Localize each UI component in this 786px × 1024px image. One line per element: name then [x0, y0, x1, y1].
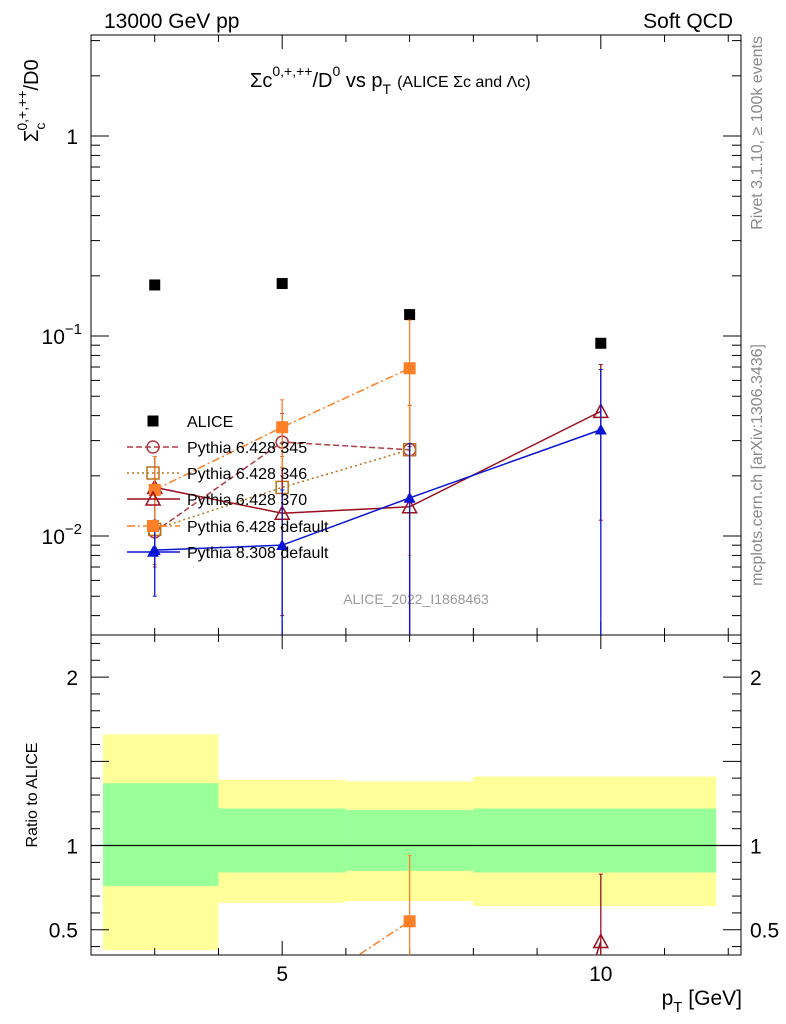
legend-entry-p370: Pythia 6.428 370	[127, 490, 307, 509]
y-tick-label: 10−1	[42, 321, 82, 349]
x-tick-label: 10	[589, 963, 612, 986]
main-ylabel: Σc0,+,++/D0	[14, 59, 48, 142]
data-point	[149, 279, 161, 291]
band-green	[218, 808, 346, 873]
ratio-bands	[91, 734, 741, 950]
ratio-ylabel: Ratio to ALICE	[24, 743, 41, 848]
analysis-id: ALICE_2022_I1868463	[343, 591, 489, 607]
ratio-y-tick-label-left: 0.5	[49, 920, 78, 943]
rivet-label: Rivet 3.1.10, ≥ 100k events	[749, 36, 766, 230]
header-right: Soft QCD	[643, 10, 733, 33]
legend-entry-p346: Pythia 6.428 346	[127, 466, 307, 483]
mcplots-label: mcplots.cern.ch [arXiv:1306.3436]	[749, 344, 766, 586]
axis-ticks: 5 10 1 10−1 10−2 2 2 1 1 0.5 0.5	[42, 35, 779, 986]
data-point	[276, 278, 288, 290]
data-point	[403, 915, 416, 928]
legend-entry-p8def: Pythia 8.308 default	[127, 545, 329, 562]
data-point	[146, 440, 160, 454]
ratio-series	[357, 855, 610, 955]
legend: ALICE Pythia 6.428 345 Pythia 6.428 346 Pyt…	[127, 414, 329, 562]
data-point	[147, 546, 159, 557]
legend-entry-p345: Pythia 6.428 345	[127, 440, 307, 457]
ratio-y-tick-label-right: 0.5	[750, 920, 779, 943]
data-point	[276, 539, 289, 550]
legend-entry-p6def: Pythia 6.428 default	[127, 519, 329, 536]
plot-title: Σc0,+,++/D0 vs pT (ALICE Σc and Λc)	[250, 63, 531, 97]
data-point	[403, 491, 416, 503]
ratio-y-tick-label-left: 2	[66, 667, 78, 690]
data-point	[146, 466, 160, 480]
ratio-series-p6def	[357, 855, 416, 955]
data-point	[147, 415, 159, 427]
data-point	[595, 337, 607, 349]
data-point	[403, 362, 416, 375]
y-tick-label: 10−2	[42, 521, 82, 549]
legend-label: Pythia 6.428 default	[187, 519, 329, 536]
svg-text:Σc0,+,++/D0: Σc0,+,++/D0	[14, 59, 48, 142]
series-line	[154, 429, 602, 551]
ratio-y-tick-label-left: 1	[66, 836, 78, 859]
x-tick-label: 5	[276, 963, 288, 986]
x-axis-label: pT [GeV]	[662, 987, 742, 1016]
svg-text:Σc0,+,++/D0 vs pT(ALICE Σc and: Σc0,+,++/D0 vs pT (ALICE Σc and Λc)	[250, 63, 531, 97]
legend-label: Pythia 8.308 default	[187, 545, 329, 562]
ratio-y-tick-label-right: 1	[750, 836, 762, 859]
series-line	[154, 367, 410, 491]
data-point	[147, 520, 159, 532]
data-point	[592, 932, 610, 949]
y-tick-label: 1	[66, 126, 78, 149]
series-alice	[149, 278, 607, 349]
legend-label: Pythia 6.428 345	[187, 440, 307, 457]
legend-label: Pythia 6.428 346	[187, 466, 307, 483]
ratio-line	[357, 920, 411, 955]
legend-label: Pythia 6.428 370	[187, 492, 307, 509]
legend-label: ALICE	[187, 414, 233, 431]
band-green	[103, 783, 219, 886]
series-line	[154, 410, 602, 514]
legend-entry-alice: ALICE	[147, 414, 233, 431]
svg-text:pT [GeV]: pT [GeV]	[662, 987, 742, 1016]
data-point	[144, 490, 162, 506]
data-point	[594, 423, 607, 435]
ratio-y-tick-label-right: 2	[750, 667, 762, 690]
band-green	[473, 808, 717, 873]
ratio-series-p370	[592, 873, 610, 955]
data-point	[276, 421, 289, 434]
header-left: 13000 GeV pp	[104, 10, 239, 33]
data-point	[404, 309, 416, 321]
